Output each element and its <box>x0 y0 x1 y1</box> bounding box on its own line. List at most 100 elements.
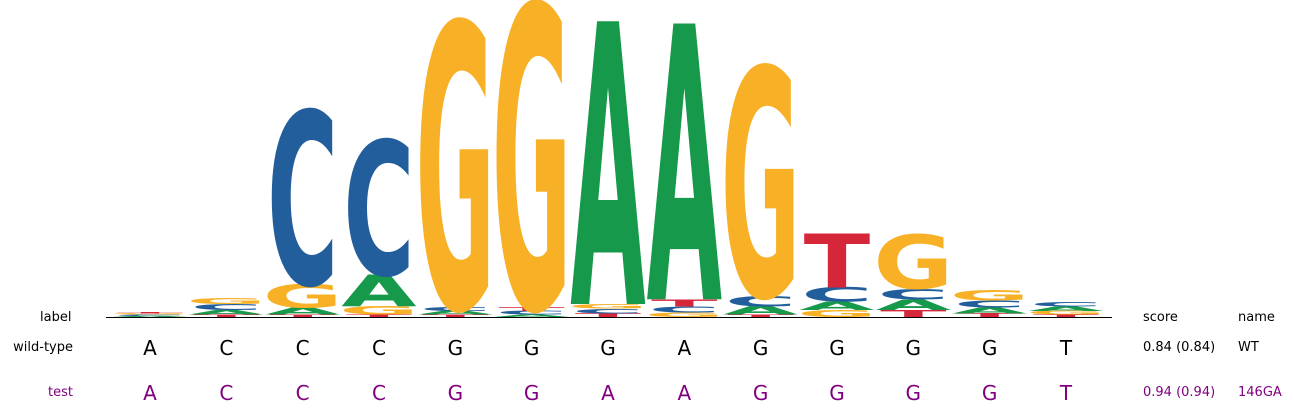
test-seq-pos1: A <box>143 381 157 405</box>
svg-text:A: A <box>799 300 875 313</box>
logo-pos12-C-letter: C <box>954 299 1026 310</box>
svg-text:C: C <box>420 307 492 313</box>
logo-pos10-C-letter: C <box>801 284 872 307</box>
logo-pos6-G-letter: G <box>492 0 572 407</box>
logo-pos2-C-letter: C <box>191 303 263 312</box>
test-seq-pos5: G <box>447 381 464 405</box>
score-column-header: score <box>1143 310 1178 325</box>
logo-pos1-G-letter: G <box>110 313 190 315</box>
svg-text:T: T <box>651 298 717 309</box>
row-name-wt: WT <box>1238 340 1259 355</box>
svg-text:T: T <box>1033 314 1099 318</box>
svg-text:T: T <box>727 314 793 318</box>
svg-text:T: T <box>346 314 412 318</box>
logo-pos8-A-letter: A <box>647 0 723 390</box>
svg-text:G: G <box>568 303 648 310</box>
logo-pos8-C-letter: C <box>649 305 721 314</box>
svg-text:G: G <box>1026 310 1106 316</box>
svg-text:A: A <box>189 309 265 316</box>
svg-text:T: T <box>880 308 946 319</box>
svg-text:C: C <box>572 308 644 315</box>
svg-text:C: C <box>1030 300 1102 307</box>
svg-text:G: G <box>950 287 1030 304</box>
wt-seq-pos8: A <box>677 336 692 360</box>
row-score-wt: 0.84 (0.84) <box>1143 340 1216 355</box>
logo-pos12-A-letter: A <box>952 306 1028 315</box>
test-seq-pos9: G <box>752 381 769 405</box>
logo-pos5-A-letter: A <box>418 310 494 316</box>
svg-text:A: A <box>1028 305 1104 312</box>
logo-pos6-A-letter: A <box>494 314 569 318</box>
svg-text:A: A <box>647 0 723 390</box>
wt-seq-pos7: G <box>600 336 616 360</box>
test-seq-pos7: A <box>601 381 615 405</box>
logo-pos9-A-letter: A <box>723 304 799 317</box>
wt-seq-pos10: G <box>829 336 845 360</box>
svg-text:A: A <box>418 310 494 316</box>
svg-text:A: A <box>876 297 952 314</box>
row-name-test: 146GA <box>1238 385 1282 400</box>
svg-text:G: G <box>644 311 724 318</box>
logo-pos10-A-letter: A <box>799 300 875 313</box>
logo-pos4-G-letter: G <box>339 304 419 317</box>
svg-text:A: A <box>723 304 799 317</box>
logo-pos1-A-letter: A <box>112 316 187 318</box>
svg-text:C: C <box>954 299 1026 310</box>
logo-pos6-C-letter: C <box>496 310 568 316</box>
logo-pos3-T-letter: T <box>269 314 335 318</box>
svg-text:T: T <box>956 313 1022 319</box>
logo-pos11-T-letter: T <box>880 308 946 319</box>
logo-pos2-A-letter: A <box>189 309 265 316</box>
svg-text:C: C <box>725 293 797 310</box>
svg-text:A: A <box>952 306 1028 315</box>
test-seq-pos4: C <box>372 381 386 405</box>
logo-pos3-C-letter: C <box>267 63 339 340</box>
wt-seq-pos12: G <box>981 336 998 360</box>
svg-text:G: G <box>263 278 343 315</box>
wt-seq-pos9: G <box>752 336 769 360</box>
logo-pos9-G-letter: G <box>721 4 801 370</box>
wt-seq-pos13: T <box>1059 336 1073 360</box>
svg-text:T: T <box>193 314 259 318</box>
svg-text:T: T <box>804 220 870 306</box>
wt-seq-pos5: G <box>447 336 464 360</box>
logo-pos13-A-letter: A <box>1028 305 1104 312</box>
svg-text:C: C <box>496 310 568 316</box>
row-label-test: test <box>48 385 73 400</box>
svg-text:A: A <box>112 316 187 318</box>
svg-text:A: A <box>265 306 341 317</box>
svg-text:T: T <box>575 313 641 319</box>
row-score-test: 0.94 (0.94) <box>1143 385 1216 400</box>
logo-pos8-T-letter: T <box>651 298 717 309</box>
svg-text:T: T <box>498 307 564 313</box>
logo-pos13-T-letter: T <box>1033 314 1099 318</box>
svg-text:C: C <box>878 286 950 303</box>
logo-pos1-C-letter: C <box>114 314 185 316</box>
svg-text:C: C <box>801 284 872 307</box>
test-seq-pos10: G <box>829 381 845 405</box>
svg-text:A: A <box>494 314 569 318</box>
svg-text:C: C <box>267 63 339 340</box>
label-column-header: label <box>40 310 72 325</box>
svg-text:G: G <box>186 297 266 306</box>
wt-seq-pos1: A <box>143 336 157 360</box>
logo-pos11-G-letter: G <box>873 221 953 307</box>
test-seq-pos12: G <box>981 381 998 405</box>
svg-text:T: T <box>269 314 335 318</box>
logo-pos11-C-letter: C <box>878 286 950 303</box>
logo-pos13-C-letter: C <box>1030 300 1102 307</box>
logo-pos6-T-letter: T <box>498 307 564 313</box>
svg-text:C: C <box>343 103 415 318</box>
test-seq-pos2: C <box>219 381 234 405</box>
test-seq-pos11: G <box>905 381 922 405</box>
logo-pos12-G-letter: G <box>950 287 1030 304</box>
svg-text:C: C <box>649 305 721 314</box>
logo-pos4-T-letter: T <box>346 314 412 318</box>
svg-text:G: G <box>873 221 953 307</box>
svg-text:G: G <box>721 4 801 370</box>
wt-seq-pos2: C <box>219 336 234 360</box>
logo-pos10-T-letter: T <box>804 220 870 306</box>
svg-text:T: T <box>117 312 183 314</box>
svg-text:C: C <box>191 303 263 312</box>
wt-seq-pos3: C <box>295 336 310 360</box>
